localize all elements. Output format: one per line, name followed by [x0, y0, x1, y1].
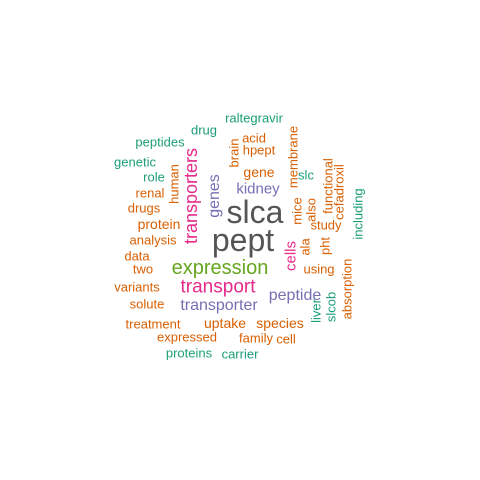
word-gene: gene — [243, 164, 275, 180]
word-including: including — [350, 188, 366, 240]
word-cells: cells — [282, 240, 300, 272]
word-genetic: genetic — [114, 154, 156, 170]
word-slcob: slcob — [323, 291, 339, 323]
word-carrier: carrier — [221, 346, 259, 362]
word-absorption: absorption — [339, 258, 355, 320]
word-raltegravir: raltegravir — [225, 110, 283, 126]
word-mice: mice — [289, 197, 305, 225]
word-peptide: peptide — [268, 287, 322, 304]
word-expression: expression — [171, 257, 269, 279]
word-human: human — [166, 164, 182, 204]
word-transporter: transporter — [180, 297, 258, 314]
word-proteins: proteins — [165, 345, 213, 361]
word-liver: liver — [308, 299, 324, 323]
word-role: role — [143, 169, 165, 185]
word-drugs: drugs — [127, 200, 161, 216]
word-cefadroxil: cefadroxil — [331, 164, 347, 220]
word-renal: renal — [135, 185, 165, 201]
word-pht: pht — [317, 236, 333, 256]
word-acid: acid — [242, 130, 266, 146]
word-brain: brain — [226, 138, 242, 168]
word-solute: solute — [129, 296, 165, 312]
word-variants: variants — [114, 279, 160, 295]
word-two: two — [132, 261, 154, 277]
word-slc: slc — [298, 167, 314, 183]
word-hpept: hpept — [242, 142, 276, 158]
word-peptides: peptides — [135, 134, 185, 150]
word-drug: drug — [190, 122, 218, 138]
word-transport: transport — [180, 276, 256, 298]
word-data: data — [124, 248, 150, 264]
word-transporters: transporters — [181, 147, 201, 245]
word-uptake: uptake — [203, 315, 247, 331]
word-protein: protein — [137, 216, 181, 232]
word-using: using — [303, 261, 335, 277]
word-genes: genes — [206, 174, 223, 218]
word-also: also — [303, 198, 319, 222]
word-slca: slca — [226, 194, 284, 230]
word-pept: pept — [211, 222, 275, 258]
word-analysis: analysis — [129, 232, 177, 248]
word-family: family — [239, 330, 273, 346]
word-ala: ala — [297, 238, 313, 256]
word-kidney: kidney — [236, 180, 280, 198]
word-study: study — [310, 217, 342, 233]
word-species: species — [256, 315, 304, 331]
word-treatment: treatment — [125, 316, 181, 332]
word-cell: cell — [276, 331, 296, 347]
word-expressed: expressed — [157, 329, 217, 345]
